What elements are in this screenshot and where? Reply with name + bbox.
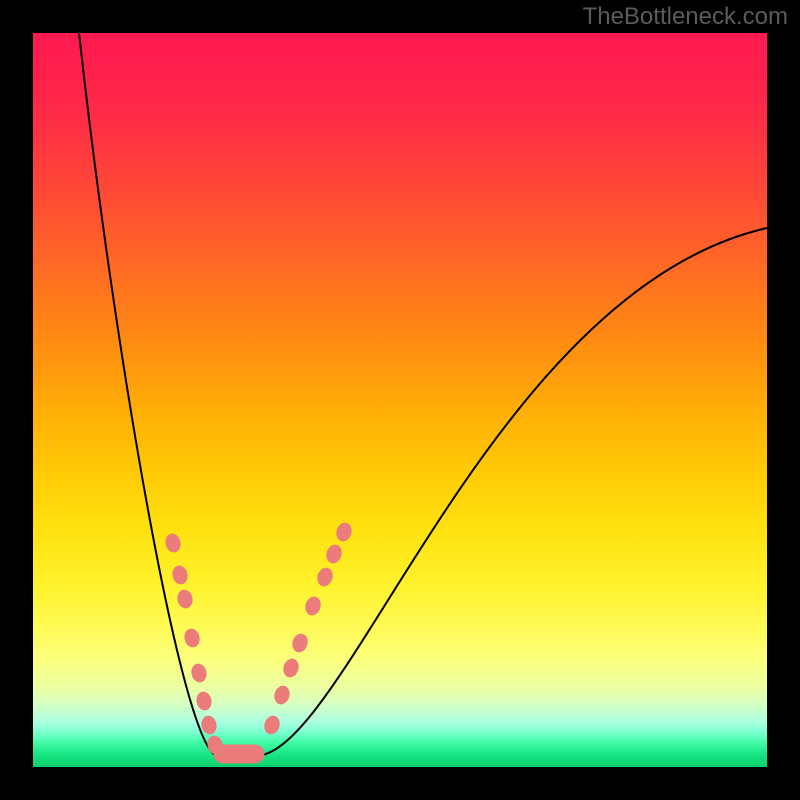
gradient-background: [33, 33, 767, 767]
plot-area: [33, 33, 767, 767]
watermark-text: TheBottleneck.com: [583, 3, 788, 31]
chart-frame: TheBottleneck.com: [0, 0, 800, 800]
plot-svg: [33, 33, 767, 767]
marker-bottom-bar: [214, 745, 265, 764]
